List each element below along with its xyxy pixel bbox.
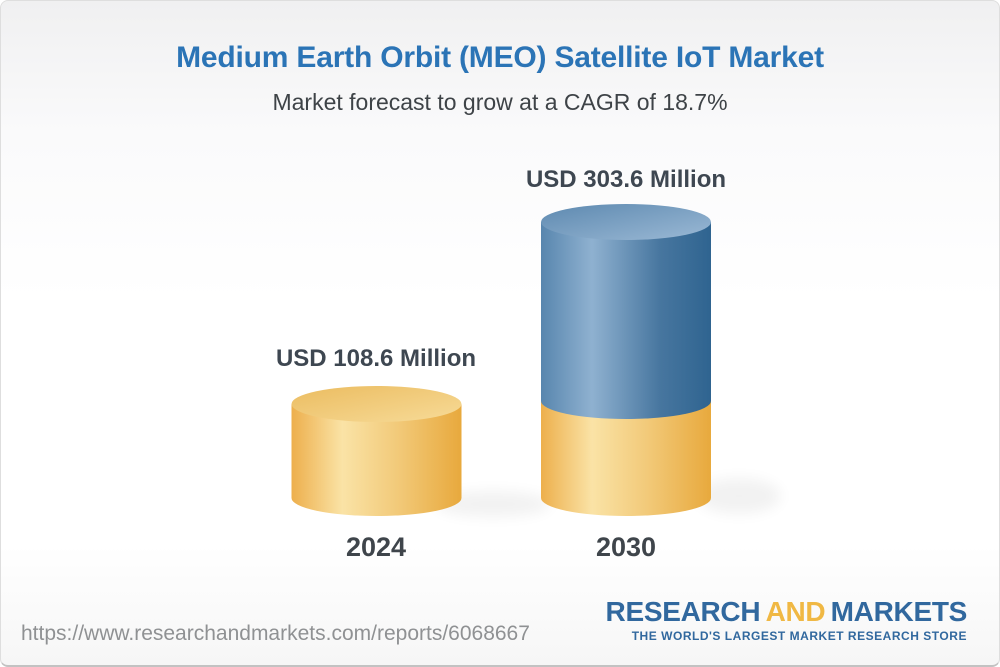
bar-2030-top-cap bbox=[541, 204, 711, 240]
bar-2024-cylinder bbox=[291, 386, 462, 516]
page-title: Medium Earth Orbit (MEO) Satellite IoT M… bbox=[176, 41, 824, 74]
bar-2030-base-bottom bbox=[541, 480, 711, 516]
report-url: https://www.researchandmarkets.com/repor… bbox=[21, 622, 530, 645]
bar-2024-top-cap bbox=[291, 386, 462, 422]
logo-tagline: THE WORLD'S LARGEST MARKET RESEARCH STOR… bbox=[631, 629, 967, 643]
bar-2024-bottom bbox=[291, 480, 462, 516]
bar-2030-growth-body bbox=[541, 222, 711, 401]
research-and-markets-logo: RESEARCH AND MARKETS THE WORLD'S LARGEST… bbox=[605, 596, 968, 643]
logo-wordmark: RESEARCH AND MARKETS bbox=[605, 596, 968, 627]
category-label-2024: 2024 bbox=[345, 532, 407, 562]
shadow-2024 bbox=[435, 491, 551, 517]
logo-word-research: RESEARCH bbox=[605, 596, 761, 627]
logo-word-markets: MARKETS bbox=[830, 596, 968, 627]
bar-2030-growth-segment bbox=[541, 204, 711, 419]
value-label-2024: USD 108.6 Million bbox=[275, 345, 477, 372]
bar-2030-cylinder bbox=[541, 204, 711, 516]
page-subtitle: Market forecast to grow at a CAGR of 18.… bbox=[272, 89, 728, 115]
bar-shadows bbox=[435, 478, 781, 517]
category-label-2030: 2030 bbox=[595, 532, 657, 562]
logo-word-and: AND bbox=[765, 596, 826, 627]
shadow-2030 bbox=[697, 478, 781, 514]
value-label-2030: USD 303.6 Million bbox=[525, 166, 727, 193]
